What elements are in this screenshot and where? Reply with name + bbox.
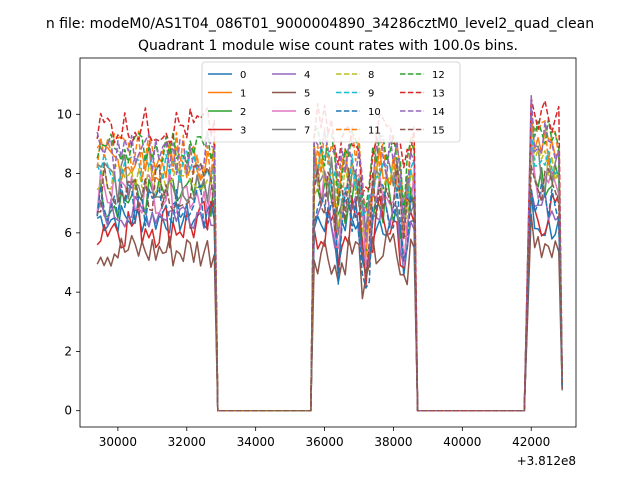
legend-label-7: 7 [304,126,310,137]
legend-label-11: 11 [368,126,381,137]
y-tick-label: 8 [64,167,72,181]
legend-label-2: 2 [240,107,246,118]
y-tick-label: 6 [64,226,72,240]
x-tick-label: 30000 [99,435,137,449]
series-line-15 [97,163,563,412]
figure-suptitle: n file: modeM0/AS1T04_086T01_9000004890_… [46,16,594,32]
y-tick-label: 0 [64,404,72,418]
x-tick-label: 32000 [168,435,206,449]
legend-label-4: 4 [304,70,310,81]
series-line-3 [96,189,563,412]
legend-label-15: 15 [432,126,445,137]
legend-label-6: 6 [304,107,310,118]
x-tick-label: 38000 [374,435,412,449]
y-tick-label: 10 [57,107,72,121]
legend-label-1: 1 [240,89,246,100]
legend-label-5: 5 [304,89,310,100]
legend-label-9: 9 [368,89,374,100]
x-tick-label: 40000 [443,435,481,449]
y-tick-label: 4 [64,285,72,299]
x-axis: 30000 32000 34000 36000 38000 40000 42000 [99,427,550,449]
chart-title: Quadrant 1 module wise count rates with … [138,38,518,54]
legend-label-14: 14 [432,107,445,118]
legend-label-0: 0 [240,70,246,81]
series-line-7 [96,139,563,412]
y-tick-label: 2 [64,344,72,358]
series-line-5 [96,213,563,412]
x-tick-label: 42000 [512,435,550,449]
legend-label-13: 13 [432,89,445,100]
legend-frame [201,61,461,143]
legend-label-10: 10 [368,107,381,118]
x-tick-label: 34000 [237,435,275,449]
legend-label-12: 12 [432,70,445,81]
series-layer [96,95,563,412]
x-tick-label: 36000 [305,435,343,449]
series-line-14 [96,95,563,412]
plot-frame [79,57,577,428]
legend-label-3: 3 [240,126,246,137]
legend-label-8: 8 [368,70,374,81]
x-offset-text: +3.812e8 [517,454,576,468]
y-axis: 0 2 4 6 8 10 [57,107,80,418]
